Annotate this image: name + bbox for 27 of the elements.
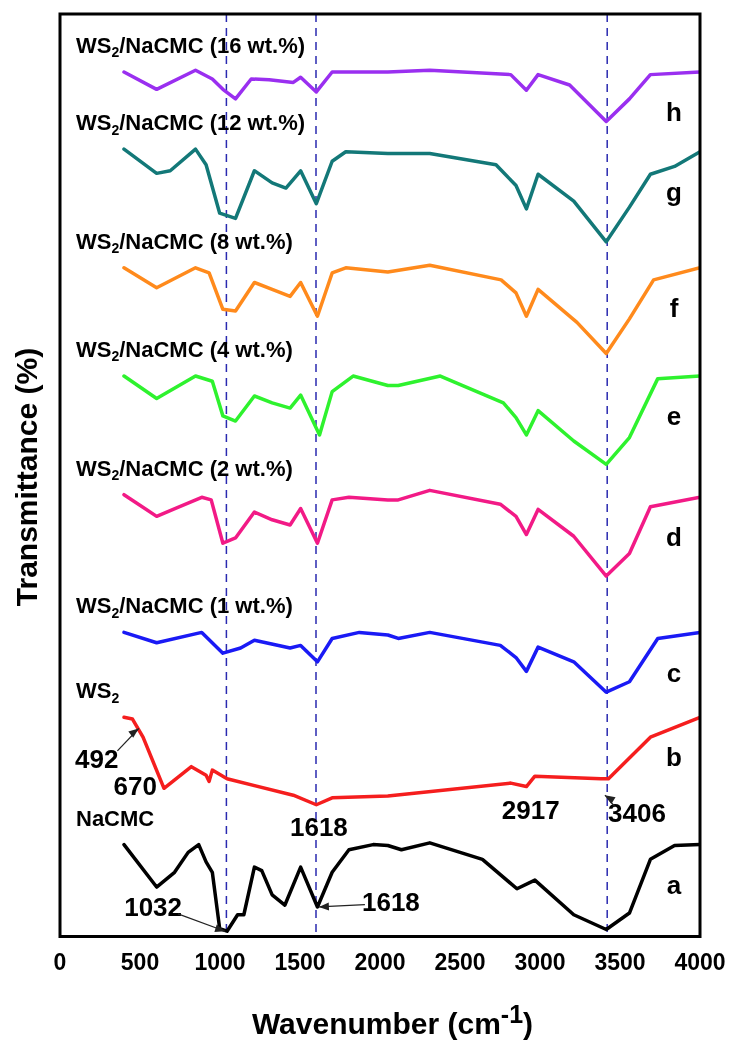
annotation: f: [669, 292, 679, 323]
x-tick-label: 0: [53, 948, 67, 975]
x-tick-label: 2500: [434, 948, 486, 975]
annotation: d: [666, 522, 682, 553]
x-tick-label: 3500: [594, 948, 646, 975]
x-tick-label: 500: [120, 948, 160, 975]
annotation: a: [666, 869, 682, 900]
x-tick-label: 1500: [274, 948, 326, 975]
x-tick-label: 1000: [194, 948, 246, 975]
annotation: 670: [113, 771, 157, 802]
x-tick-label: 4000: [674, 948, 726, 975]
annotation: e: [666, 401, 682, 432]
x-tick-label: 2000: [354, 948, 406, 975]
annotation: c: [666, 657, 682, 688]
annotation: 1032: [124, 892, 183, 923]
annotation: 1618: [289, 811, 348, 842]
annotation: 2917: [501, 794, 560, 825]
y-axis-title: Transmittance (%): [10, 346, 44, 609]
series-label: NaCMC: [76, 805, 155, 831]
annotation: b: [666, 742, 682, 773]
x-axis-title: Wavenumber (cm$^{-1}$): [250, 1000, 535, 1041]
annotation: 492: [75, 743, 119, 774]
x-tick-label: 3000: [514, 948, 566, 975]
annotation: g: [666, 176, 682, 207]
annotation: 1618: [361, 887, 420, 918]
annotation: 3406: [608, 798, 666, 829]
annotation: h: [666, 97, 682, 128]
